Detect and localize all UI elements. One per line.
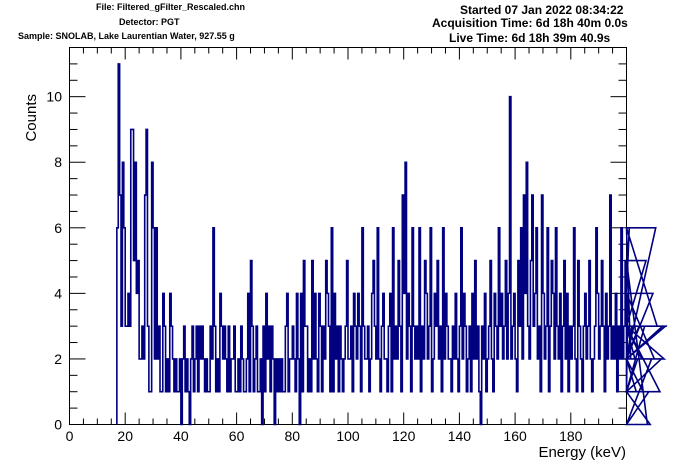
y-tick-label: 4 — [54, 285, 62, 301]
y-tick-label: 10 — [46, 89, 62, 105]
x-tick-label: 180 — [559, 428, 583, 444]
histogram-series — [116, 63, 668, 426]
x-tick-label: 80 — [285, 428, 301, 444]
y-tick-label: 6 — [54, 220, 62, 236]
x-tick-label: 40 — [173, 428, 189, 444]
x-tick-label: 140 — [448, 428, 472, 444]
x-tick-label: 60 — [229, 428, 245, 444]
y-tick-labels: 0 2 4 6 8 10 — [46, 89, 62, 433]
detector-label: Detector: PGT — [119, 17, 180, 27]
y-tick-label: 0 — [54, 417, 62, 433]
x-tick-label: 0 — [66, 428, 74, 444]
x-axis-title: Energy (keV) — [538, 444, 626, 461]
file-name-label: File: Filtered_gFilter_Rescaled.chn — [96, 2, 246, 12]
x-tick-labels: 0 20 40 60 80 100 120 140 160 180 — [66, 428, 583, 444]
acquisition-time-label: Acquisition Time: 6d 18h 40m 0.0s — [432, 16, 628, 30]
x-tick-label: 20 — [117, 428, 133, 444]
y-tick-label: 2 — [54, 351, 62, 367]
y-tick-label: 8 — [54, 154, 62, 170]
y-axis-title: Counts — [23, 94, 40, 142]
start-time-label: Started 07 Jan 2022 08:34:22 — [460, 3, 624, 17]
sample-label: Sample: SNOLAB, Lake Laurentian Water, 9… — [18, 31, 235, 41]
x-tick-label: 160 — [503, 428, 527, 444]
x-tick-label: 120 — [392, 428, 416, 444]
minor-ticks — [69, 47, 627, 425]
live-time-label: Live Time: 6d 18h 39m 40.9s — [449, 31, 611, 45]
x-tick-label: 100 — [336, 428, 360, 444]
